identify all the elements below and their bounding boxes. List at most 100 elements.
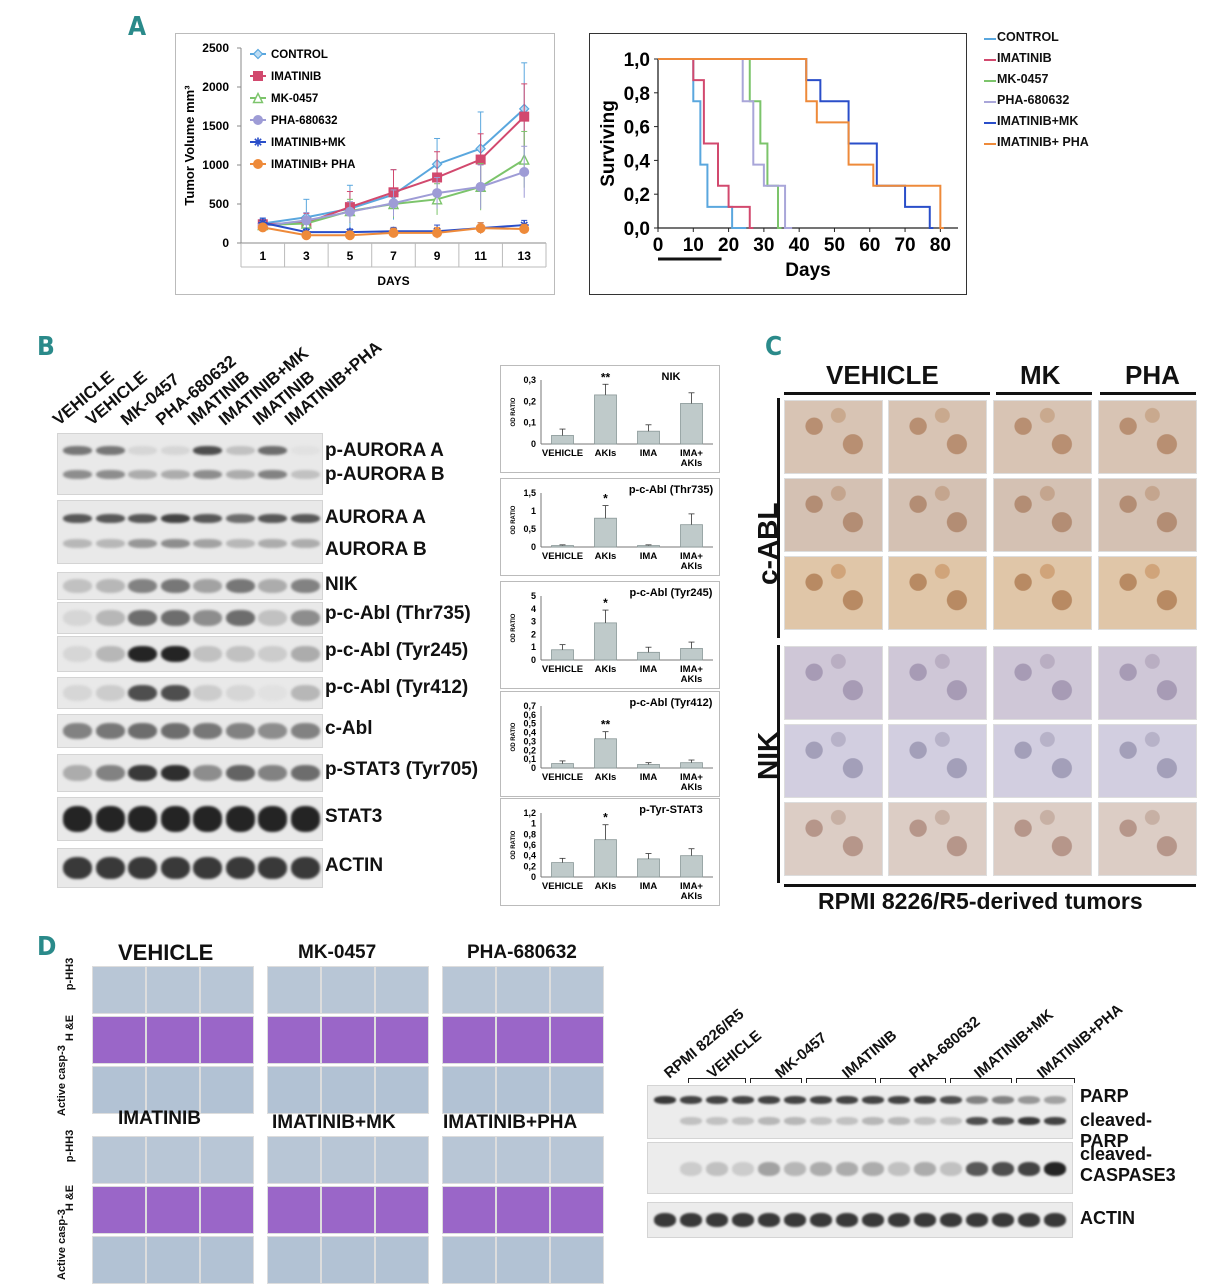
ihc-image-tile [993, 802, 1092, 876]
histology-image-tile [550, 1016, 604, 1064]
band [992, 1213, 1014, 1227]
x-tick-label: 60 [859, 235, 880, 256]
histology-image-tile [92, 1186, 146, 1234]
x-tick-label: IMA+ [680, 551, 703, 562]
band [128, 806, 157, 832]
band [888, 1213, 910, 1227]
y-axis-label: OD RATIO [511, 397, 517, 426]
band [160, 513, 190, 523]
band-label: p-c-Abl (Tyr412) [325, 677, 469, 698]
significance-stars: ** [601, 370, 611, 384]
band [758, 1096, 780, 1104]
legend-label: CONTROL [997, 30, 1059, 44]
panel-d-letter: D [37, 932, 57, 962]
band [1018, 1117, 1040, 1125]
significance-stars: * [603, 492, 608, 506]
bar-chart: 00,10,20,30,40,50,60,7 OD RATIO p-c-Abl (T… [511, 697, 713, 793]
blot-strip [57, 572, 323, 600]
x-tick-label: AKIs [681, 458, 703, 469]
blot-strip [57, 754, 323, 792]
histology-image-tile [321, 1236, 375, 1284]
band [258, 723, 287, 739]
survival-legend: CONTROL IMATINIB MK-0457 PHA-680632 IMATINIB… [984, 30, 1174, 160]
band [966, 1096, 988, 1104]
legend-swatch [984, 143, 996, 145]
data-point [388, 198, 399, 209]
band [128, 446, 157, 456]
data-point [301, 215, 312, 226]
band [784, 1213, 806, 1227]
bar [594, 394, 617, 445]
band [258, 538, 287, 548]
band [258, 610, 287, 626]
y-tick-label: 0 [531, 542, 536, 552]
blot-strip [57, 848, 323, 888]
ihc-image-tile [993, 556, 1092, 630]
bar-chart-frame: 0 1 2 3 4 5 OD RATIO p-c-Abl (Tyr245) VEHICLE * AK… [500, 581, 720, 689]
band [836, 1096, 858, 1104]
band [225, 610, 255, 626]
x-tick-label: 50 [824, 235, 845, 256]
x-tick-label: VEHICLE [542, 664, 583, 675]
histology-image-tile [200, 1016, 254, 1064]
ihc-image-tile [993, 646, 1092, 720]
data-point [301, 230, 312, 241]
y-tick-label: 0,7 [523, 701, 536, 711]
band [732, 1162, 754, 1176]
data-point [432, 188, 443, 199]
band [193, 610, 222, 626]
histology-image-tile [200, 1186, 254, 1234]
band [940, 1096, 962, 1104]
band [193, 513, 222, 523]
band [193, 806, 222, 832]
legend-swatch [984, 59, 996, 61]
band [193, 765, 222, 781]
band [95, 856, 125, 880]
histology-group-header: VEHICLE [118, 940, 214, 965]
band [862, 1162, 884, 1176]
band [758, 1213, 780, 1227]
band [160, 646, 190, 662]
legend-label: IMATINIB [271, 71, 321, 83]
band [95, 685, 125, 701]
band [290, 765, 320, 781]
y-axis-label: Tumor Volume mm³ [182, 85, 197, 206]
chart-title: p-c-Abl (Tyr412) [630, 697, 713, 709]
y-tick-label: 0 [531, 439, 536, 449]
histology-image-tile [442, 1066, 496, 1114]
band [225, 806, 255, 832]
legend-label: MK-0457 [271, 93, 318, 105]
histology-image-tile [496, 1186, 550, 1234]
ihc-image-tile [888, 802, 987, 876]
band [888, 1117, 910, 1125]
band [225, 513, 255, 523]
survival-curve-pha-680632 [658, 58, 793, 229]
band [193, 538, 222, 548]
band [63, 610, 92, 626]
band [836, 1117, 858, 1125]
chart-title: p-c-Abl (Thr735) [629, 484, 714, 496]
chart-title: NIK [662, 371, 681, 383]
band [784, 1162, 806, 1176]
band [732, 1096, 754, 1104]
ihc-image-tile [784, 802, 883, 876]
band [225, 685, 255, 701]
band-label: STAT3 [325, 806, 383, 827]
y-tick-label: 1,5 [523, 488, 536, 498]
band [128, 610, 157, 626]
band [160, 765, 190, 781]
band [992, 1162, 1014, 1176]
histology-image-tile [375, 1236, 429, 1284]
data-point [344, 230, 355, 241]
band [914, 1117, 936, 1125]
x-tick-label: 1 [259, 249, 266, 263]
blot-strip [57, 500, 323, 564]
band [914, 1162, 936, 1176]
survival-curve-imatinib-mk [658, 58, 934, 229]
y-tick-label: 1,2 [523, 808, 536, 818]
ihc-image-tile [1098, 556, 1197, 630]
band [258, 856, 287, 880]
bar [680, 762, 703, 769]
x-tick-label: 80 [930, 235, 951, 256]
data-point [257, 222, 268, 233]
